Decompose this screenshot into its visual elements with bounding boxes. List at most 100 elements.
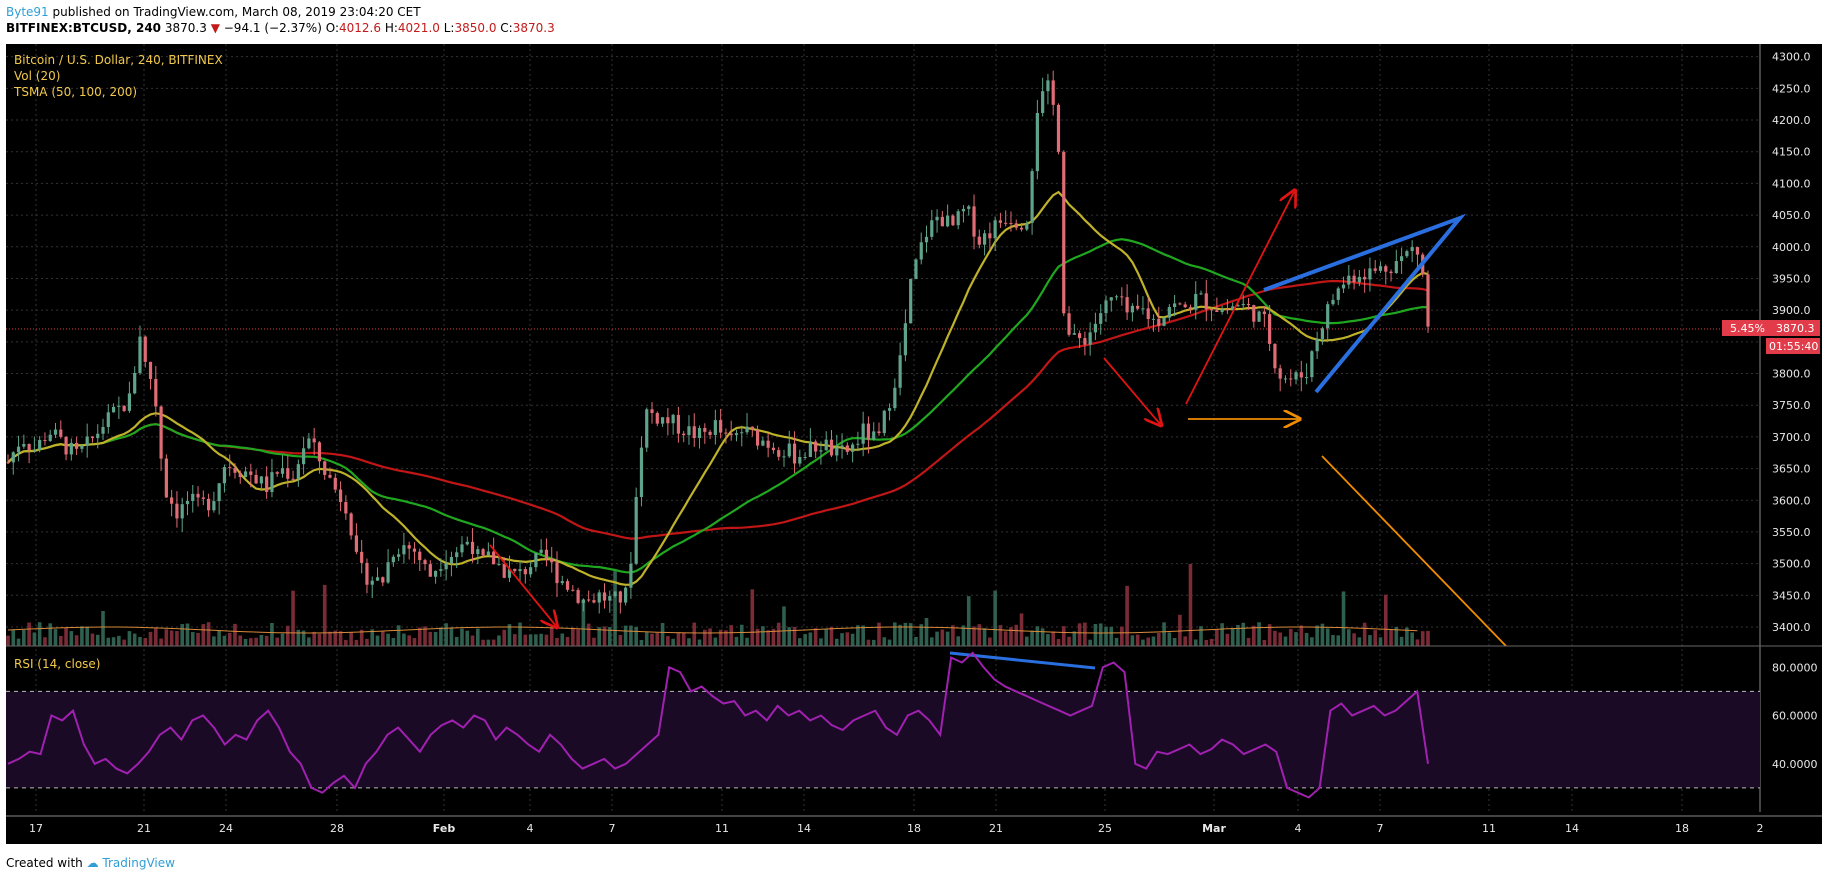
candle-body (803, 456, 807, 458)
candle-body (1146, 308, 1150, 319)
candle-body (402, 545, 406, 555)
chart-canvas[interactable]: 4300.0 4250.0 4200.0 4150.0 4100.0 4050.0 4000… (0, 0, 1828, 850)
volume-bar (80, 626, 84, 646)
candle-body (407, 545, 411, 549)
volume-bar (212, 636, 216, 646)
countdown-badge (1766, 338, 1820, 354)
candle-body (1120, 296, 1124, 298)
orange-trendline (1321, 455, 1507, 647)
low-label: L: (443, 21, 455, 35)
red-arrow-jan (489, 544, 556, 626)
candle-body (1357, 276, 1361, 283)
candle-body (861, 423, 865, 444)
author-name[interactable]: Byte91 (6, 5, 49, 19)
volume-bar (470, 635, 475, 646)
candle-body (1025, 222, 1029, 230)
volume-bar (834, 638, 839, 646)
y-tick-label: 3400.0 (1772, 621, 1811, 634)
candle-body (719, 420, 723, 433)
volume-bar (481, 639, 485, 646)
candle-body (185, 501, 190, 505)
candle-body (275, 472, 279, 474)
volume-bar (549, 627, 554, 646)
candle-body (1041, 91, 1045, 113)
chart-header: Byte91 published on TradingView.com, Mar… (6, 4, 555, 36)
volume-bar (280, 633, 285, 646)
volume-bar (755, 628, 760, 646)
volume-bar (713, 637, 718, 646)
volume-bar (180, 624, 185, 646)
candle-body (365, 562, 369, 585)
candle-body (439, 569, 443, 571)
volume-bar (307, 637, 311, 646)
volume-bar (1067, 636, 1071, 646)
change-arrow-icon: ▼ (210, 21, 220, 35)
candle-body (909, 278, 913, 324)
candle-body (1268, 314, 1272, 344)
volume-bar (1362, 622, 1367, 646)
candle-body (1326, 304, 1330, 329)
price-badge-pct: 5.45% (1730, 322, 1765, 335)
volume-bar (761, 626, 765, 646)
symbol-label: BITFINEX:BTCUSD, 240 (6, 21, 162, 35)
volume-bar (1288, 628, 1293, 646)
candle-body (497, 563, 501, 565)
rsi-tick-label: 40.0000 (1772, 758, 1818, 771)
volume-bar (819, 638, 823, 646)
candle-body (1389, 271, 1393, 274)
candle-body (16, 446, 21, 453)
candle-body (660, 417, 665, 424)
volume-bar (1405, 627, 1409, 646)
volume-bar (792, 626, 797, 646)
grid-lines (6, 44, 1761, 812)
candle-body (1378, 266, 1383, 271)
volume-bar (618, 634, 623, 646)
candle-body (1215, 310, 1219, 312)
candle-body (819, 450, 823, 452)
volume-bar (671, 638, 675, 646)
candle-body (824, 439, 828, 451)
volume-bar (190, 632, 195, 646)
candle-body (228, 467, 232, 469)
candle-body (217, 483, 221, 502)
footer-brand[interactable]: TradingView (102, 856, 175, 870)
candle-body (808, 441, 812, 457)
candle-body (38, 440, 42, 450)
volume-bar (544, 634, 549, 646)
volume-bar (359, 629, 364, 646)
candle-body (154, 378, 158, 407)
candle-body (1072, 333, 1076, 335)
tradingview-logo-icon[interactable]: ☁ (86, 856, 99, 870)
volume-bar (745, 637, 749, 646)
candle-body (1051, 80, 1055, 105)
volume-bar (1030, 630, 1034, 646)
candle-body (1394, 261, 1398, 274)
candle-body (872, 431, 876, 440)
volume-bar (101, 611, 105, 646)
volume-bar (1331, 635, 1335, 646)
candle-body (761, 440, 765, 446)
rsi-tick-label: 60.0000 (1772, 710, 1818, 723)
candle-body (196, 493, 200, 498)
candle-body (1004, 222, 1008, 224)
y-tick-label: 4250.0 (1772, 82, 1811, 95)
candle-body (518, 569, 522, 572)
volume-bar (1162, 622, 1166, 646)
volume-bar (623, 625, 628, 646)
candle-body (1194, 293, 1198, 310)
y-tick-label: 3650.0 (1772, 463, 1811, 476)
volume-bar (766, 630, 770, 646)
volume-bar (571, 627, 575, 646)
volume-bar (95, 634, 100, 646)
volume-bar (1220, 623, 1224, 646)
y-tick-label: 4150.0 (1772, 146, 1811, 159)
volume-bar (729, 625, 733, 646)
candle-body (412, 548, 417, 552)
candle-body (787, 443, 791, 457)
candle-body (1405, 251, 1409, 257)
volume-bar (486, 639, 491, 646)
candle-body (201, 497, 205, 499)
volume-bar (344, 639, 348, 646)
footer-created: Created with (6, 856, 83, 870)
candle-body (840, 445, 844, 448)
